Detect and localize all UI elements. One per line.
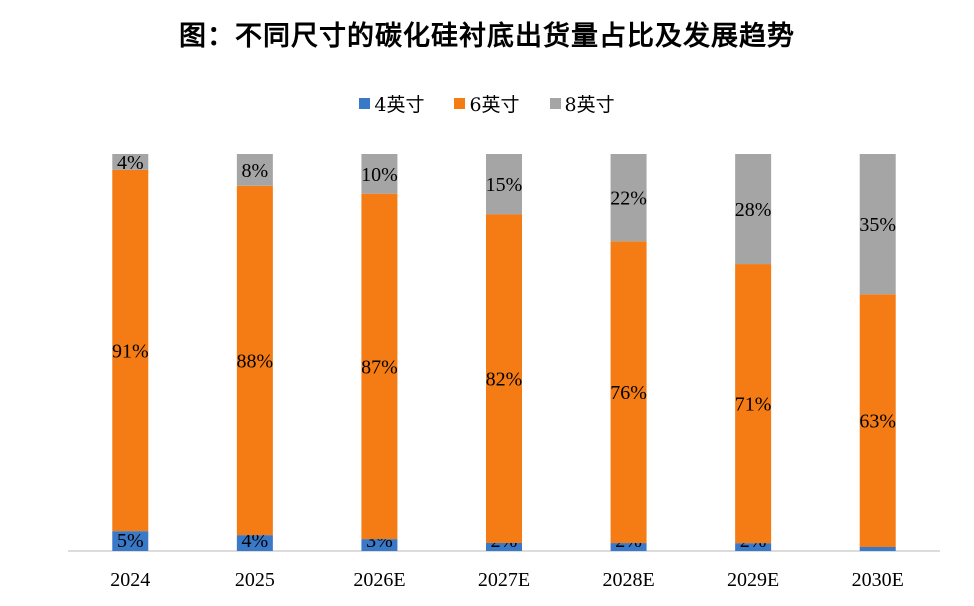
bar-segment-4inch-2025 [236,535,273,551]
bar-segment-8inch-2024 [112,154,149,170]
legend-swatch-4inch [359,98,371,109]
bar-segment-4inch-2029E [735,543,772,551]
bar-segment-6inch-2026E [361,193,398,540]
data-label-6inch-2030E: 63% [859,411,896,433]
bar-segment-8inch-2030E [859,154,896,295]
data-label-6inch-2027E: 82% [486,369,523,391]
data-label-4inch-2025: 4% [242,530,269,552]
bar-segment-6inch-2029E [735,264,772,544]
data-label-6inch-2025: 88% [237,350,274,372]
bar-segment-4inch-2027E [486,542,522,551]
data-label-4inch-2024: 5% [117,530,144,552]
bar-segment-4inch-2028E [610,543,647,551]
data-label-8inch-2029E: 28% [735,199,772,221]
bar-segment-4inch-2024 [112,531,149,551]
data-label-8inch-2026E: 10% [361,164,398,186]
legend-item-8inch: 8英寸 [549,90,615,117]
x-tick-label-2027E: 2027E [478,569,530,591]
legend-label-4inch: 4英寸 [374,94,425,116]
bar-segment-6inch-2027E [486,214,522,543]
legend-swatch-8inch [549,98,561,109]
chart-title: 图：不同尺寸的碳化硅衬底出货量占比及发展趋势 [179,21,795,52]
data-label-8inch-2027E: 15% [486,174,523,196]
data-label-8inch-2030E: 35% [859,214,896,236]
bar-segment-8inch-2029E [735,154,772,265]
data-label-8inch-2028E: 22% [610,188,647,210]
data-label-6inch-2029E: 71% [735,394,772,416]
legend: 4英寸 6英寸 8英寸 [0,90,974,117]
data-label-6inch-2028E: 76% [610,382,647,404]
bar-segment-6inch-2028E [610,241,647,544]
bar-segment-8inch-2025 [236,154,273,186]
x-tick-label-2029E: 2029E [727,569,779,591]
bar-segment-8inch-2027E [486,154,522,215]
data-label-6inch-2026E: 87% [361,356,398,378]
bar-segment-8inch-2028E [610,154,647,242]
bar-segment-8inch-2026E [361,154,398,194]
legend-item-4inch: 4英寸 [359,90,424,117]
legend-label-6inch: 6英寸 [469,94,520,116]
bar-segment-4inch-2026E [361,539,398,551]
data-label-8inch-2024: 4% [117,152,144,174]
x-tick-label-2028E: 2028E [602,569,654,591]
data-label-6inch-2024: 91% [112,341,149,363]
x-tick-label-2025: 2025 [235,569,275,591]
x-tick-label-2030E: 2030E [852,569,904,591]
legend-item-6inch: 6英寸 [454,90,520,117]
x-tick-label-2024: 2024 [110,569,150,591]
bar-segment-6inch-2025 [236,185,273,536]
legend-label-8inch: 8英寸 [564,94,615,116]
legend-swatch-6inch [454,98,466,109]
bar-segment-6inch-2024 [112,169,149,532]
bar-segment-6inch-2030E [859,294,896,547]
data-label-8inch-2025: 8% [242,160,269,182]
x-tick-label-2026E: 2026E [353,569,405,591]
bar-segment-4inch-2030E [859,546,896,551]
